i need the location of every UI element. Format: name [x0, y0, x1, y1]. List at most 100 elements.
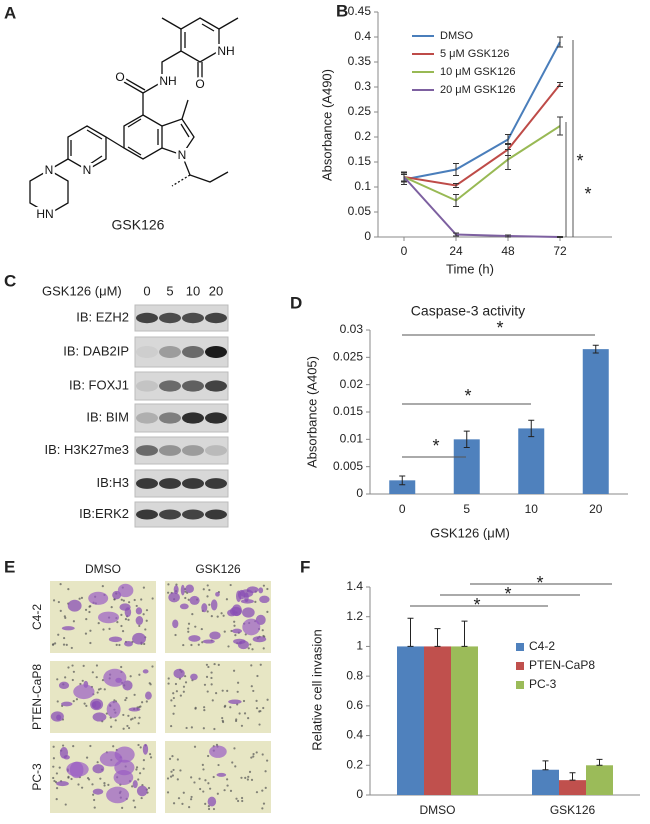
error-bar	[528, 419, 535, 438]
cell	[242, 607, 255, 618]
error-bar	[569, 772, 576, 781]
pore	[235, 797, 238, 800]
pore	[250, 685, 253, 688]
cell	[106, 786, 130, 804]
pore	[149, 683, 152, 686]
pore	[190, 726, 193, 729]
pore	[248, 770, 252, 773]
cell	[216, 772, 227, 777]
pore	[144, 628, 147, 631]
pore	[200, 627, 203, 631]
pore	[208, 603, 211, 606]
pore	[72, 620, 75, 623]
cell	[246, 586, 259, 593]
pore	[135, 766, 139, 769]
bar	[424, 646, 451, 795]
pore	[206, 584, 209, 587]
pore	[166, 777, 170, 780]
pore	[116, 621, 119, 624]
pore	[96, 691, 99, 694]
pore	[110, 725, 113, 728]
x-tick-label: GSK126	[550, 803, 596, 817]
cell	[172, 619, 179, 629]
pore	[138, 772, 142, 775]
cell	[190, 673, 198, 681]
blot-band	[182, 478, 204, 489]
legend-label: DMSO	[440, 30, 473, 42]
pore	[113, 699, 116, 702]
pore	[149, 756, 153, 759]
pore	[217, 763, 220, 767]
pore	[238, 712, 241, 715]
cell	[113, 770, 134, 786]
cell	[168, 592, 180, 603]
cell	[179, 603, 189, 610]
pore	[127, 726, 131, 730]
cell	[185, 584, 194, 594]
pore	[266, 587, 269, 591]
pore	[124, 618, 128, 621]
bar	[518, 428, 545, 494]
legend-label: PC-3	[529, 677, 557, 691]
legend-label: PTEN-CaP8	[529, 658, 595, 672]
pore	[110, 606, 113, 609]
y-tick-label: 0.8	[346, 668, 363, 682]
cell	[201, 603, 208, 613]
y-axis-label: Absorbance (A490)	[319, 69, 334, 181]
pore	[181, 802, 184, 805]
pore	[79, 682, 82, 686]
blot-band	[205, 445, 227, 456]
pore	[80, 596, 84, 599]
panel-label: F	[300, 557, 310, 576]
y-tick-label: 0.05	[348, 204, 372, 218]
pore	[52, 643, 55, 646]
x-axis-label: Time (h)	[446, 261, 494, 276]
pore	[83, 702, 86, 705]
cell	[173, 668, 185, 679]
pore	[72, 670, 75, 673]
pore	[170, 770, 173, 773]
series-line	[403, 41, 561, 181]
pore	[142, 759, 145, 762]
pore	[229, 789, 233, 792]
y-axis-label: Absorbance (A405)	[304, 356, 319, 468]
pore	[84, 608, 88, 611]
pore	[179, 694, 182, 697]
pore	[75, 698, 79, 701]
blot-row-label: IB: H3K27me3	[44, 442, 129, 457]
pore	[229, 583, 232, 587]
y-tick-label: 0.15	[348, 154, 372, 168]
blot-band	[159, 509, 181, 520]
pore	[204, 802, 207, 805]
pore	[252, 689, 255, 693]
pore	[120, 665, 123, 669]
pore	[197, 643, 200, 646]
pore	[251, 648, 254, 651]
pore	[199, 787, 202, 791]
pore	[59, 609, 62, 612]
pore	[226, 689, 229, 692]
cell	[128, 707, 141, 712]
pore	[175, 690, 178, 693]
cell	[73, 684, 95, 700]
y-tick-label: 0.25	[348, 104, 372, 118]
pore	[64, 803, 67, 806]
blot-band	[159, 478, 181, 489]
x-axis-label: GSK126 (μM)	[430, 525, 510, 540]
cell	[173, 585, 179, 595]
pore	[138, 673, 141, 676]
cell	[61, 701, 73, 707]
cell	[259, 595, 270, 604]
pore	[138, 624, 141, 628]
pore	[89, 744, 92, 748]
blot-band	[182, 380, 204, 392]
y-tick-label: 0	[356, 787, 363, 801]
chemical-structure: NH O NH O N N N HN	[29, 17, 239, 224]
blot-row-label: IB: DAB2IP	[63, 343, 129, 358]
cell	[209, 745, 227, 758]
pore	[172, 768, 175, 772]
pore	[133, 693, 136, 696]
pore	[242, 699, 246, 703]
pore	[240, 776, 243, 779]
pore	[125, 696, 128, 700]
